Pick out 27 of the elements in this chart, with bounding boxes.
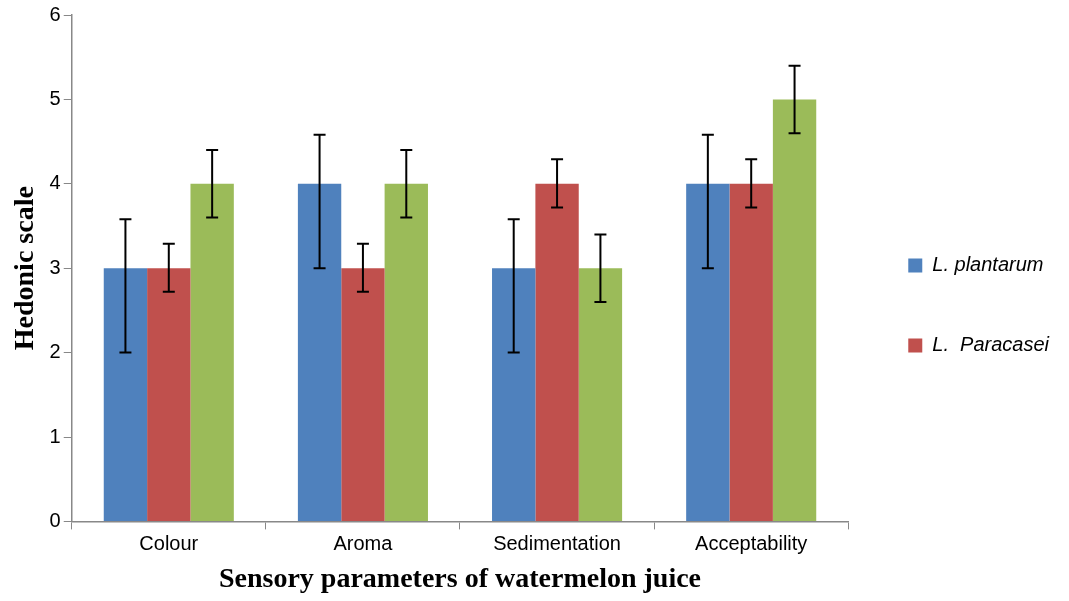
y-tick-label: 2 <box>49 340 61 363</box>
bar <box>492 268 536 521</box>
bar <box>772 99 817 521</box>
bar <box>578 268 623 521</box>
bar <box>147 268 191 521</box>
bar <box>341 268 385 521</box>
bar <box>535 183 579 521</box>
bar <box>190 183 234 521</box>
y-tick-label: 1 <box>49 424 61 447</box>
bar <box>297 183 342 521</box>
bar <box>729 183 773 521</box>
bar <box>384 183 428 521</box>
y-axis-title: Hedonic scale <box>8 186 40 351</box>
x-tick-label: Sedimentation <box>493 531 621 554</box>
legend-label: L. Paracasei <box>932 333 1050 356</box>
bar <box>686 183 730 521</box>
legend-label: L. plantarum <box>932 253 1044 276</box>
x-tick-label: Colour <box>139 531 199 554</box>
y-tick-label: 5 <box>49 86 61 109</box>
x-tick-label: Aroma <box>333 531 394 554</box>
y-tick-label: 3 <box>49 255 61 278</box>
y-tick-label: 0 <box>49 508 61 531</box>
bar <box>103 268 148 521</box>
y-tick-label: 6 <box>49 2 61 25</box>
y-tick-label: 4 <box>49 171 61 194</box>
x-axis-title: Sensory parameters of watermelon juice <box>218 562 702 594</box>
x-tick-label: Acceptability <box>695 531 808 554</box>
